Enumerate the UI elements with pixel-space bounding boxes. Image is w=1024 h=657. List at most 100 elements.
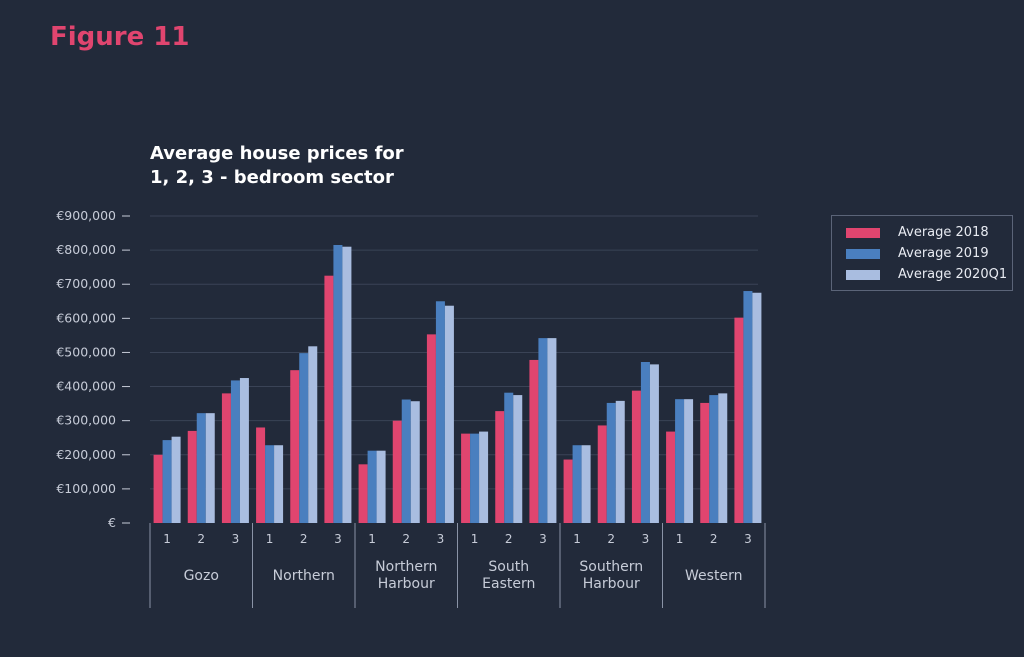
bar (700, 402, 710, 523)
bar (675, 399, 685, 523)
chart-title-line-1: Average house prices for (150, 143, 404, 164)
chart-legend: Average 2018 Average 2019 Average 2020Q1 (831, 215, 1013, 291)
y-tick-label: €400,000 (56, 379, 116, 394)
bar (274, 445, 284, 523)
x-group-label: South (488, 559, 529, 575)
bar (308, 346, 318, 523)
legend-swatch-2019 (846, 248, 880, 259)
bar (444, 305, 454, 523)
bar (684, 399, 694, 523)
legend-label-2018: Average 2018 (898, 225, 989, 240)
x-category-label: 1 (676, 532, 684, 546)
bar (470, 433, 480, 523)
bar (401, 399, 411, 523)
x-category-label: 2 (300, 532, 308, 546)
bar (709, 395, 719, 523)
x-category-label: 2 (197, 532, 205, 546)
x-category-label: 3 (334, 532, 342, 546)
bar (572, 445, 582, 523)
bar (752, 292, 762, 523)
bar (239, 378, 249, 523)
bar (187, 430, 197, 523)
bar (171, 436, 181, 523)
bar (376, 450, 386, 523)
y-tick-label: €600,000 (56, 310, 116, 325)
bar (153, 454, 163, 523)
x-category-label: 1 (266, 532, 274, 546)
x-category-label: 2 (402, 532, 410, 546)
x-category-label: 2 (607, 532, 615, 546)
bar (435, 301, 445, 523)
y-tick-label: €300,000 (56, 413, 116, 428)
x-category-label: 1 (471, 532, 479, 546)
x-group-label: Harbour (583, 576, 640, 592)
x-category-label: 3 (744, 532, 752, 546)
x-group-label: Western (685, 568, 742, 584)
y-tick-label: €200,000 (56, 447, 116, 462)
legend-swatch-2020q1 (846, 269, 880, 280)
x-category-label: 3 (232, 532, 240, 546)
legend-label-2019: Average 2019 (898, 246, 989, 261)
bar (162, 440, 172, 523)
y-tick-label: € (108, 515, 116, 530)
bar (513, 395, 523, 523)
bar (299, 353, 309, 523)
x-category-label: 2 (710, 532, 718, 546)
chart-title-line-2: 1, 2, 3 - bedroom sector (150, 167, 394, 188)
chart-title: Average house prices for 1, 2, 3 - bedro… (150, 142, 470, 190)
x-group-label: Southern (579, 559, 643, 575)
bar (734, 317, 744, 523)
x-group-label: Northern (273, 568, 335, 584)
y-tick-label: €700,000 (56, 276, 116, 291)
bar (563, 459, 573, 523)
bar (324, 275, 334, 523)
y-tick-label: €500,000 (56, 344, 116, 359)
bar (597, 425, 607, 523)
bar (205, 413, 215, 523)
x-category-label: 1 (163, 532, 171, 546)
x-group-label: Harbour (378, 576, 435, 592)
y-tick-label: €800,000 (56, 242, 116, 257)
bar (358, 464, 368, 523)
legend-item-2018: Average 2018 (846, 222, 1012, 243)
x-category-label: 1 (368, 532, 376, 546)
legend-item-2019: Average 2019 (846, 243, 1012, 264)
figure-label: Figure 11 (50, 22, 190, 52)
x-category-label: 1 (573, 532, 581, 546)
bar (290, 370, 300, 523)
x-category-label: 2 (505, 532, 513, 546)
bar (265, 445, 275, 523)
bar (743, 291, 753, 523)
x-group-label: Eastern (482, 576, 535, 592)
bar (615, 400, 625, 523)
bar (640, 361, 650, 523)
bar (631, 390, 641, 523)
legend-item-2020q1: Average 2020Q1 (846, 264, 1012, 285)
bar (221, 393, 231, 523)
bar (495, 411, 505, 523)
bar (333, 244, 343, 523)
x-category-label: 3 (642, 532, 650, 546)
bar (426, 334, 436, 523)
bar (718, 393, 728, 523)
bar (547, 338, 557, 523)
legend-swatch-2018 (846, 227, 880, 238)
x-group-label: Gozo (184, 568, 219, 584)
bar (529, 359, 539, 523)
y-tick-label: €900,000 (56, 208, 116, 223)
bar (367, 450, 377, 523)
bar (392, 420, 402, 523)
x-category-label: 3 (437, 532, 445, 546)
bar (479, 431, 489, 523)
y-tick-label: €100,000 (56, 481, 116, 496)
legend-label-2020q1: Average 2020Q1 (898, 267, 1008, 282)
bar (410, 401, 420, 523)
bar (342, 246, 352, 523)
bar (504, 392, 514, 523)
bar (606, 402, 616, 523)
bar (649, 364, 659, 523)
bar (538, 338, 548, 523)
bar (666, 431, 676, 523)
bar (196, 413, 206, 523)
